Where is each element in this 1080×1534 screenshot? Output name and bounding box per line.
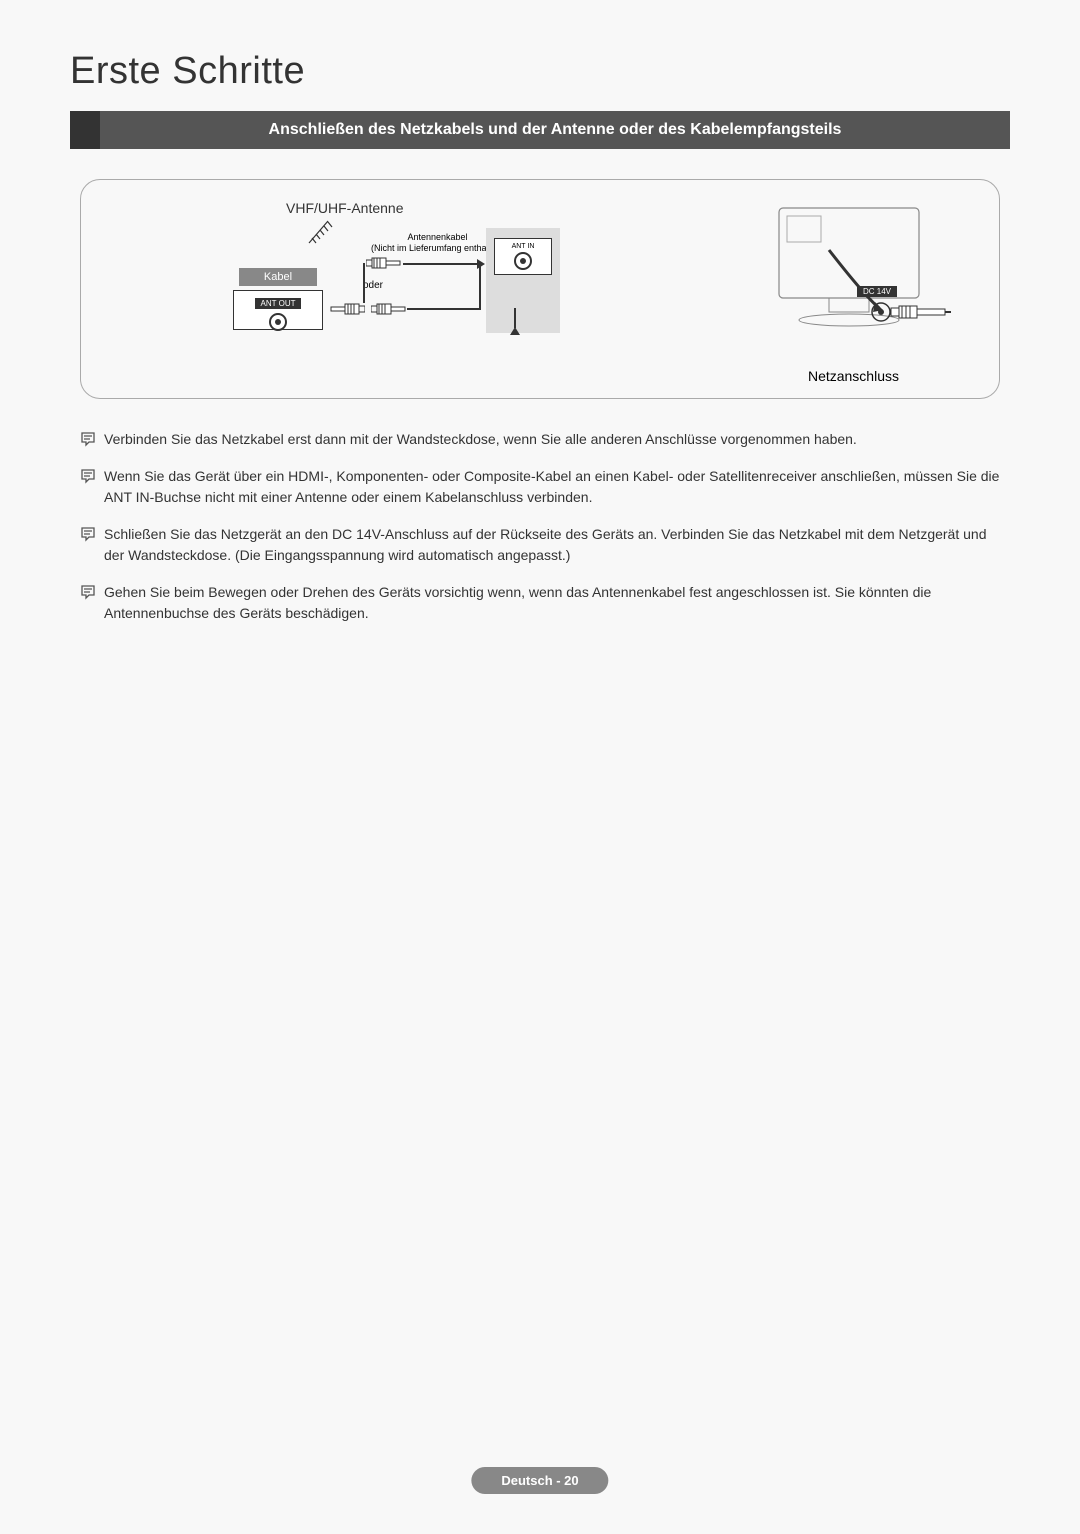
cable-note-line2: (Nicht im Lieferumfang enthalten) (371, 243, 504, 253)
dc-plug-icon (871, 300, 951, 324)
section-header: Anschließen des Netzkabels und der Anten… (70, 111, 1010, 149)
cable-note-line1: Antennenkabel (408, 232, 468, 242)
ant-out-label: ANT OUT (255, 298, 302, 309)
connection-diagram: VHF/UHF-Antenne Antennenkabel (Nicht im … (80, 179, 1000, 399)
note-icon (80, 468, 96, 484)
coax-port-icon (269, 313, 287, 331)
note-item: Gehen Sie beim Bewegen oder Drehen des G… (80, 582, 1000, 624)
antenna-label: VHF/UHF-Antenne (286, 200, 403, 216)
notes-list: Verbinden Sie das Netzkabel erst dann mi… (80, 429, 1000, 624)
oder-label: oder (363, 280, 383, 291)
note-icon (80, 584, 96, 600)
ant-in-label: ANT IN (499, 243, 547, 250)
cable-note: Antennenkabel (Nicht im Lieferumfang ent… (371, 232, 504, 254)
cable-box-label: Kabel (239, 268, 317, 286)
note-item: Verbinden Sie das Netzkabel erst dann mi… (80, 429, 1000, 450)
coax-connector-icon (366, 256, 402, 270)
note-item: Schließen Sie das Netzgerät an den DC 14… (80, 524, 1000, 566)
antenna-icon (306, 216, 346, 246)
wire-line (403, 263, 481, 265)
note-text: Gehen Sie beim Bewegen oder Drehen des G… (104, 582, 1000, 624)
wire-line (479, 263, 481, 309)
wire-line (514, 308, 516, 328)
wire-line (363, 263, 365, 303)
coax-connector-icon (329, 302, 365, 316)
coax-port-icon (514, 252, 532, 270)
dc-label: DC 14V (857, 286, 897, 297)
note-text: Schließen Sie das Netzgerät an den DC 14… (104, 524, 1000, 566)
note-icon (80, 526, 96, 542)
coax-connector-icon (371, 302, 407, 316)
note-icon (80, 431, 96, 447)
arrow-icon (510, 327, 520, 335)
note-item: Wenn Sie das Gerät über ein HDMI-, Kompo… (80, 466, 1000, 508)
ant-out-port: ANT OUT (233, 290, 323, 330)
ant-in-panel: ANT IN (486, 228, 560, 333)
note-text: Wenn Sie das Gerät über ein HDMI-, Kompo… (104, 466, 1000, 508)
note-text: Verbinden Sie das Netzkabel erst dann mi… (104, 429, 857, 450)
page-title: Erste Schritte (70, 50, 1010, 93)
wire-line (407, 308, 481, 310)
power-label: Netzanschluss (808, 368, 899, 384)
page-footer: Deutsch - 20 (471, 1467, 608, 1494)
arrow-icon (477, 259, 485, 269)
